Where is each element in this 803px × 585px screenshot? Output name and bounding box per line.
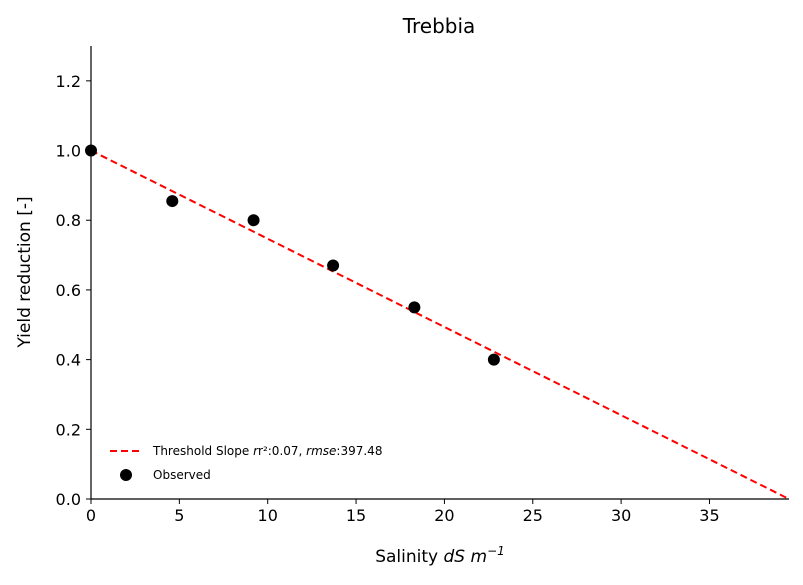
observed-point xyxy=(487,353,500,366)
y-axis-label: Yield reduction [-] xyxy=(15,196,35,348)
x-tick-label: 5 xyxy=(174,506,184,525)
chart-title: Trebbia xyxy=(402,14,476,38)
x-axis-label: Salinity dS m−1 xyxy=(375,544,505,567)
legend-entry-threshold-slope: Threshold Slope rr²:0.07, rmse:397.48 xyxy=(152,444,382,458)
x-tick-label: 10 xyxy=(258,506,278,525)
observed-point xyxy=(327,259,340,272)
threshold-slope-line xyxy=(90,149,790,500)
x-tick-label: 15 xyxy=(346,506,366,525)
x-tick-label: 0 xyxy=(86,506,96,525)
observed-point xyxy=(408,301,421,314)
legend: Threshold Slope rr²:0.07, rmse:397.48 Ob… xyxy=(110,444,382,482)
y-tick-label: 0.4 xyxy=(56,351,81,370)
x-ticks: 0 5 10 15 20 25 30 35 xyxy=(86,499,720,525)
x-tick-label: 20 xyxy=(434,506,454,525)
y-tick-label: 1.2 xyxy=(56,72,81,91)
x-tick-label: 35 xyxy=(699,506,719,525)
observed-point xyxy=(247,214,260,227)
x-tick-label: 30 xyxy=(611,506,631,525)
y-ticks: 0.0 0.2 0.4 0.6 0.8 1.0 1.2 xyxy=(56,72,91,509)
legend-marker-swatch xyxy=(120,469,132,481)
plot-area xyxy=(85,144,790,500)
legend-entry-observed: Observed xyxy=(153,468,211,482)
x-tick-label: 25 xyxy=(523,506,543,525)
y-tick-label: 1.0 xyxy=(56,142,81,161)
y-tick-label: 0.8 xyxy=(56,211,81,230)
y-tick-label: 0.6 xyxy=(56,281,81,300)
y-tick-label: 0.0 xyxy=(56,490,81,509)
y-tick-label: 0.2 xyxy=(56,420,81,439)
observed-point xyxy=(166,195,179,208)
